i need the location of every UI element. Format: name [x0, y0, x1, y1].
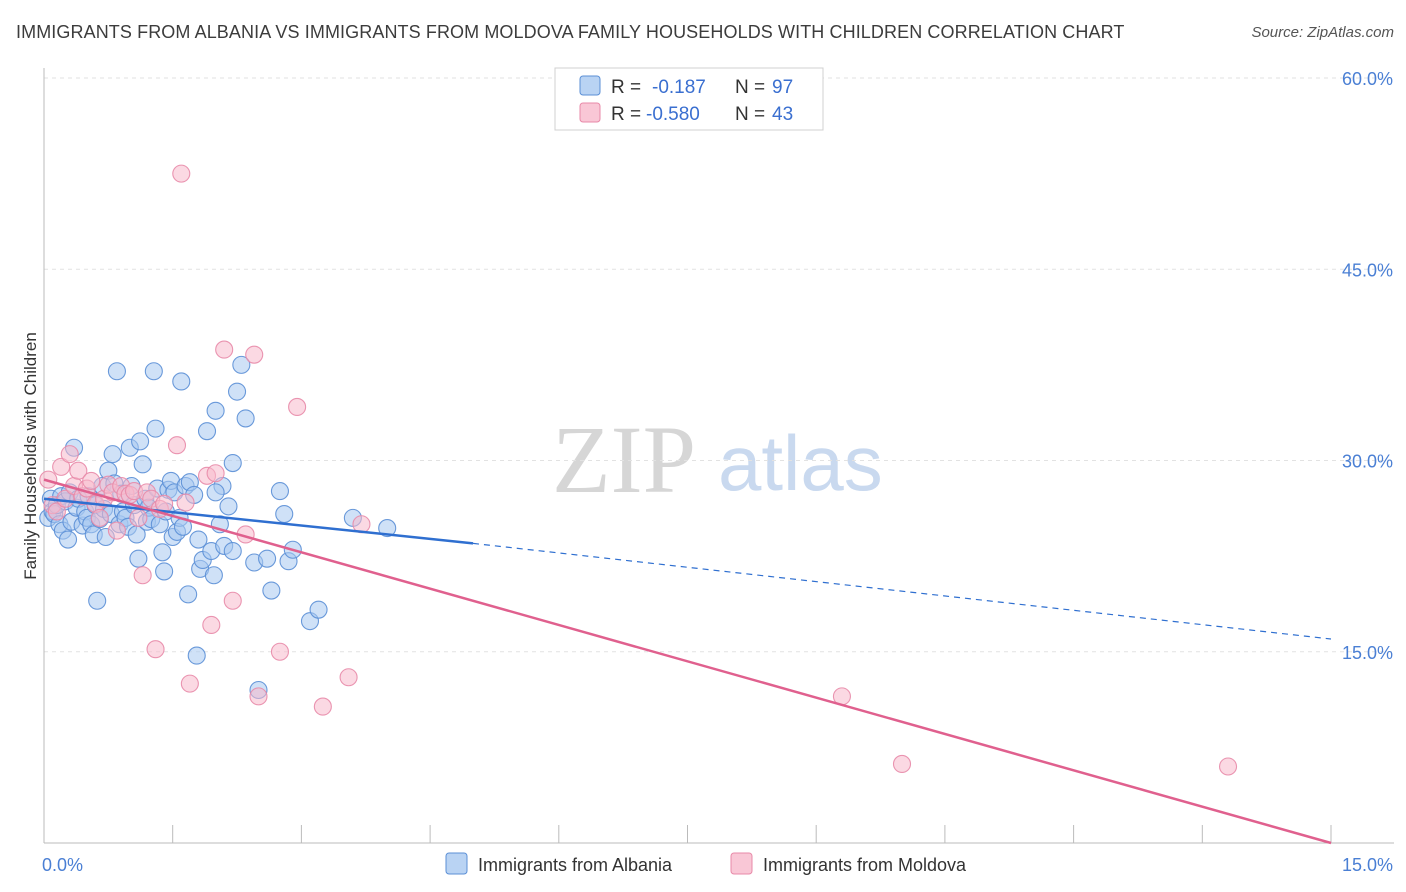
trend-lines: [43, 478, 1332, 845]
x-tick-label-1: 15.0%: [1342, 855, 1393, 875]
moldova-point-7: [69, 461, 88, 480]
moldova-point-36: [223, 591, 242, 610]
albania-point-71: [197, 422, 217, 441]
albania-point-92: [309, 600, 328, 619]
moldova-point-46: [892, 754, 912, 774]
chart-title: IMMIGRANTS FROM ALBANIA VS IMMIGRANTS FR…: [16, 22, 1125, 42]
albania-point-9: [58, 530, 78, 549]
moldova-point-3: [52, 457, 71, 476]
albania-point-79: [223, 453, 242, 473]
albania-point-64: [179, 585, 198, 604]
y-tick-label-2: 45.0%: [1342, 260, 1393, 280]
moldova-point-41: [288, 397, 307, 417]
y-axis-title: Family Households with Children: [21, 332, 40, 580]
albania-point-43: [133, 455, 152, 474]
albania-point-94: [378, 519, 397, 538]
moldova-point-25: [146, 640, 165, 659]
y-tick-labels: 15.0% 30.0% 45.0% 60.0%: [1342, 69, 1393, 663]
moldova-point-29: [172, 164, 191, 183]
albania-point-78: [219, 497, 238, 516]
moldova-point-30: [176, 493, 195, 512]
legend-n-label-moldova: N =: [735, 104, 765, 125]
albania-point-42: [131, 432, 150, 451]
albania-point-52: [153, 543, 172, 562]
legend-n-label-albania: N =: [735, 77, 765, 98]
moldova-point-43: [339, 668, 358, 687]
moldova-point-5: [60, 445, 79, 464]
x-tick-label-0: 0.0%: [42, 855, 83, 875]
albania-point-95: [223, 541, 242, 561]
bottom-legend-label-albania: Immigrants from Albania: [478, 855, 673, 875]
moldova-point-28: [167, 436, 187, 455]
moldova-point-33: [202, 615, 221, 635]
bottom-legend-label-moldova: Immigrants from Moldova: [763, 855, 967, 875]
moldova-point-21: [129, 508, 148, 527]
moldova-point-42: [313, 697, 332, 716]
albania-point-48: [144, 362, 163, 381]
legend-r-label-moldova: R =: [611, 104, 641, 125]
legend-n-value-albania: 97: [772, 77, 793, 98]
watermark-zip: ZIP: [552, 406, 696, 513]
moldova-point-39: [249, 687, 268, 706]
albania-point-31: [107, 362, 126, 381]
albania-point-82: [236, 409, 255, 428]
moldova-point-34: [206, 464, 225, 483]
albania-point-86: [262, 581, 281, 600]
albania-point-88: [275, 504, 294, 524]
source-label: Source: ZipAtlas.com: [1251, 24, 1394, 41]
moldova-point-31: [180, 674, 199, 693]
albania-point-22: [88, 591, 107, 610]
legend-swatch-moldova: [579, 102, 601, 123]
moldova-point-12: [90, 508, 109, 527]
watermark-atlas: atlas: [718, 419, 883, 507]
albania-point-67: [187, 646, 206, 665]
albania-point-41: [129, 549, 148, 568]
moldova-point-35: [215, 340, 234, 359]
albania-point-81: [232, 355, 251, 374]
albania-point-87: [270, 482, 290, 501]
moldova-point-10: [82, 471, 101, 490]
legend-swatch-albania: [579, 75, 601, 96]
axes: [43, 68, 1394, 844]
correlation-legend: R = -0.187 N = 97 R = -0.580 N = 43: [554, 67, 824, 131]
moldova-point-38: [245, 345, 264, 364]
legend-n-value-moldova: 43: [772, 104, 793, 125]
bottom-legend-swatch-moldova: [730, 852, 753, 875]
moldova-point-22: [133, 566, 152, 585]
moldova-trend-line: [43, 478, 1332, 845]
legend-r-value-albania: -0.187: [652, 77, 706, 98]
y-tick-label-1: 30.0%: [1342, 452, 1393, 472]
y-tick-label-0: 15.0%: [1342, 643, 1393, 663]
moldova-point-16: [107, 521, 126, 540]
moldova-point-2: [47, 502, 66, 521]
legend-r-label-albania: R =: [611, 77, 641, 98]
albania-point-74: [206, 401, 225, 420]
albania-point-53: [155, 562, 174, 581]
bottom-legend-swatch-albania: [445, 852, 468, 875]
series-legend: Immigrants from Albania Immigrants from …: [445, 852, 967, 875]
y-tick-label-3: 60.0%: [1342, 69, 1393, 89]
albania-point-68: [189, 530, 208, 549]
moldova-point-47: [1218, 757, 1238, 776]
albania-point-29: [103, 445, 122, 464]
albania-point-96: [206, 483, 225, 502]
legend-r-value-moldova: -0.580: [646, 104, 700, 125]
albania-trend-extension: [472, 542, 1332, 640]
albania-trend-line: [43, 497, 474, 545]
moldova-point-40: [270, 642, 290, 661]
albania-point-49: [146, 419, 165, 438]
albania-point-80: [228, 382, 247, 401]
albania-point-61: [172, 372, 191, 391]
albania-point-85: [258, 549, 277, 568]
x-tick-labels: 0.0% 15.0%: [42, 855, 1393, 875]
albania-point-73: [204, 566, 223, 585]
